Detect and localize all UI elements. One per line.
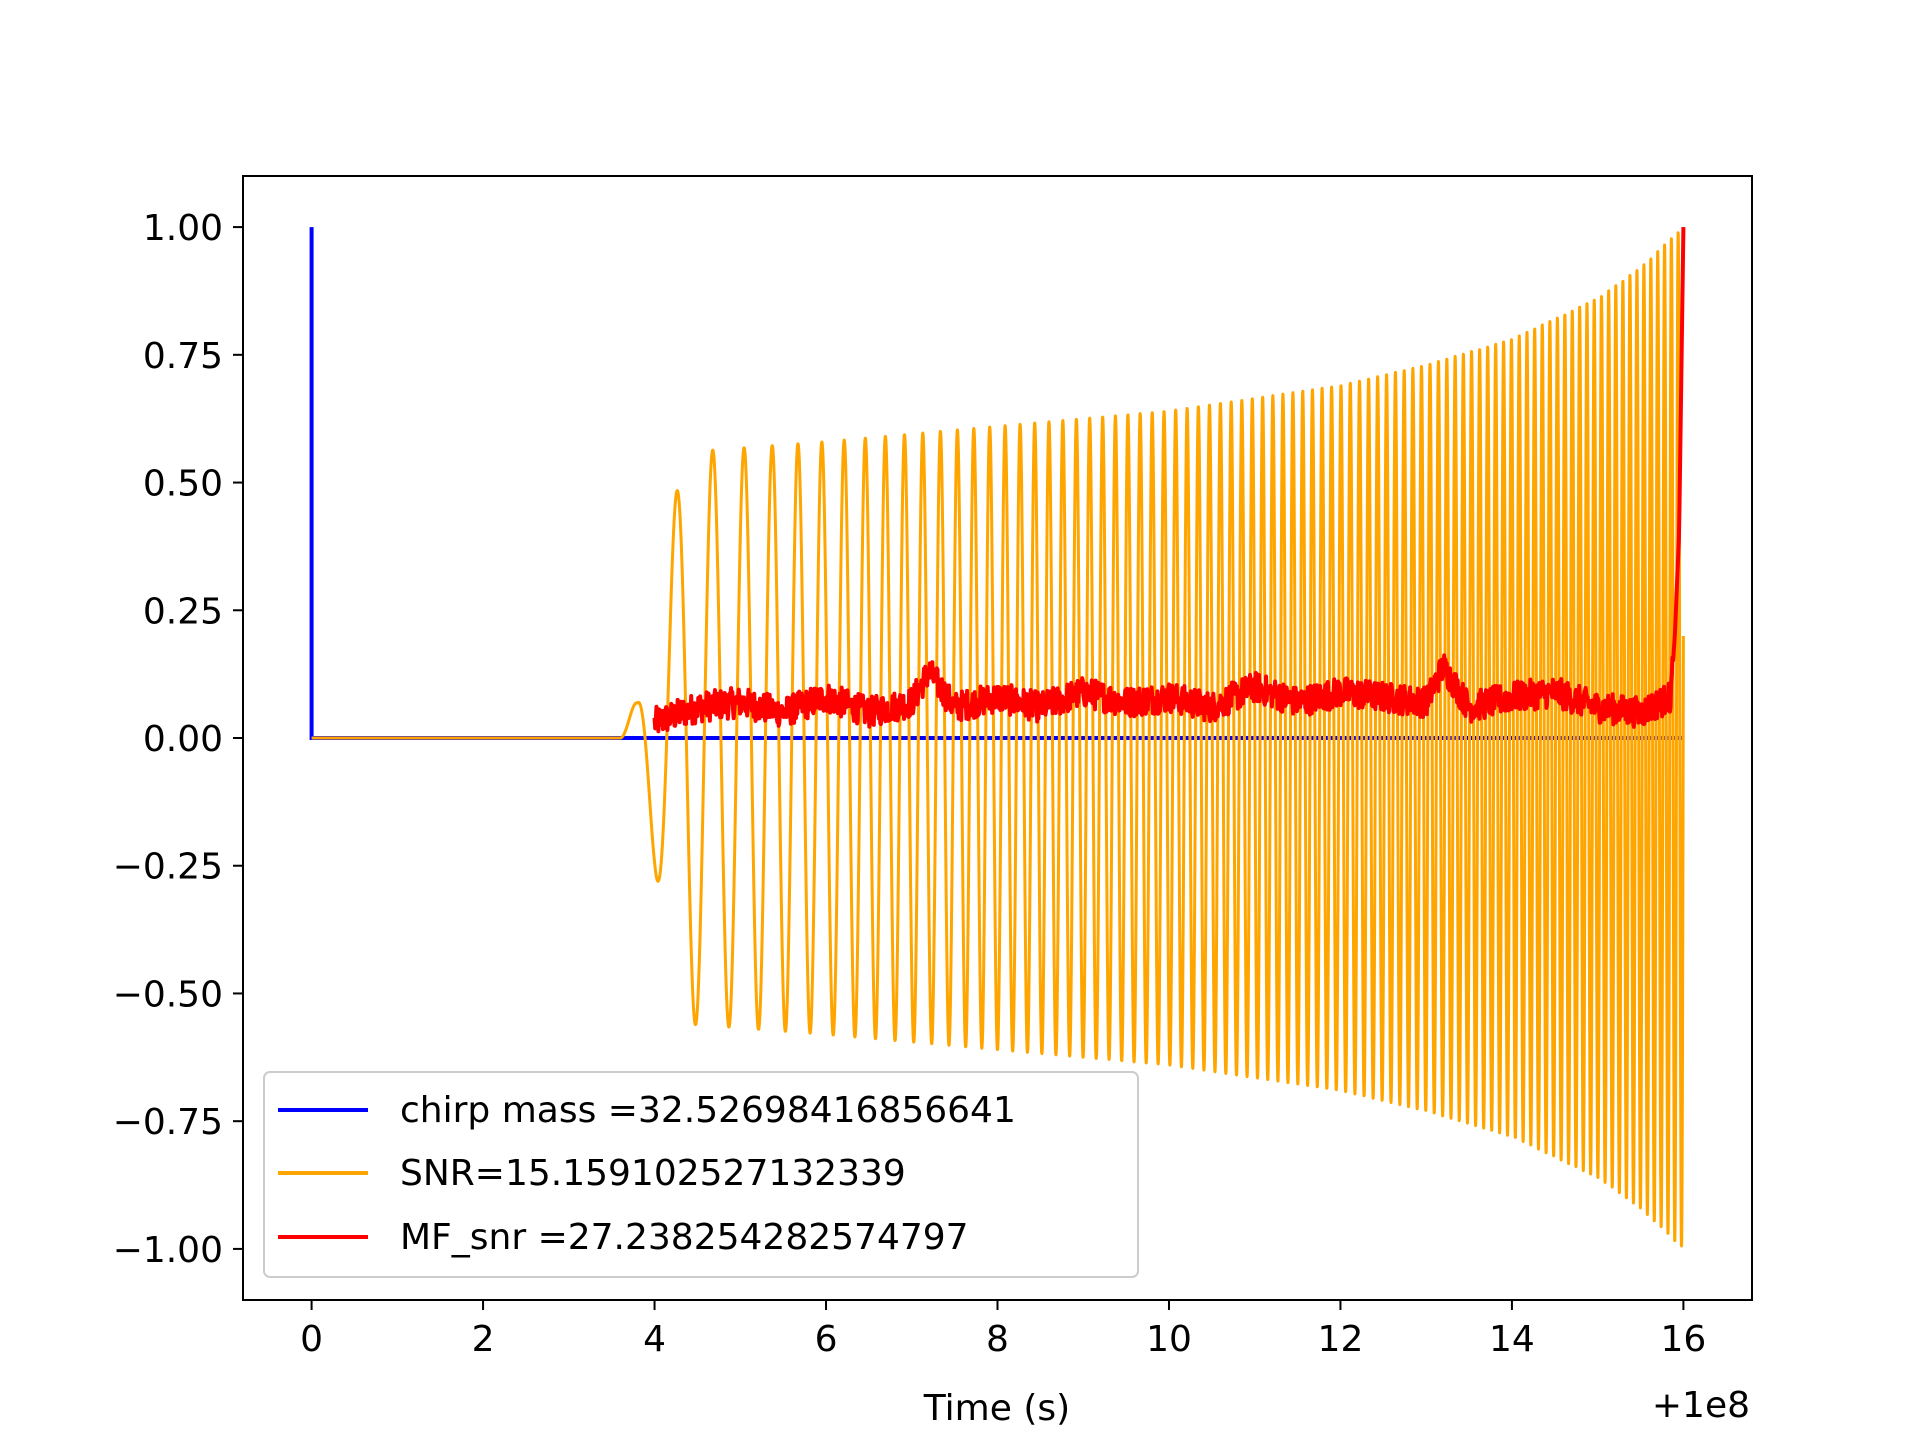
legend-label-mf-snr: MF_snr =27.238254282574797: [400, 1217, 969, 1258]
x-tick-label: 6: [815, 1319, 838, 1360]
y-tick-label: −0.50: [113, 974, 223, 1015]
x-tick-label: 10: [1146, 1319, 1192, 1360]
legend-label-chirp-mass: chirp mass =32.52698416856641: [400, 1090, 1016, 1131]
y-tick-label: −0.75: [113, 1102, 223, 1143]
y-tick-label: −0.25: [113, 847, 223, 888]
legend: chirp mass =32.52698416856641 SNR=15.159…: [263, 1071, 1139, 1278]
y-tick-label: 0.25: [143, 591, 223, 632]
x-offset-label: +1e8: [1652, 1385, 1750, 1426]
y-axis: 1.00 0.75 0.50 0.25 0.00 −0.25 −0.50 −0.75 −1.00: [113, 208, 243, 1271]
x-tick-label: 4: [643, 1319, 666, 1360]
y-tick-label: −1.00: [113, 1230, 223, 1271]
x-tick-label: 8: [986, 1319, 1009, 1360]
y-tick-label: 0.50: [143, 464, 223, 505]
x-tick-label: 16: [1661, 1319, 1707, 1360]
y-tick-label: 0.75: [143, 336, 223, 377]
x-tick-label: 0: [300, 1319, 323, 1360]
legend-box: [263, 1071, 1139, 1278]
x-tick-label: 14: [1489, 1319, 1535, 1360]
x-axis: 0 2 4 6 8 10 12 14 16: [300, 1300, 1706, 1360]
x-tick-label: 12: [1318, 1319, 1364, 1360]
y-tick-label: 0.00: [143, 719, 223, 760]
series-mf-snr: [652, 227, 1686, 734]
x-axis-label: Time (s): [923, 1388, 1070, 1429]
plot-area: [309, 227, 1686, 1248]
series-snr: [311, 231, 1685, 1248]
y-tick-label: 1.00: [143, 208, 223, 249]
legend-label-snr: SNR=15.159102527132339: [400, 1153, 906, 1194]
x-tick-label: 2: [472, 1319, 495, 1360]
